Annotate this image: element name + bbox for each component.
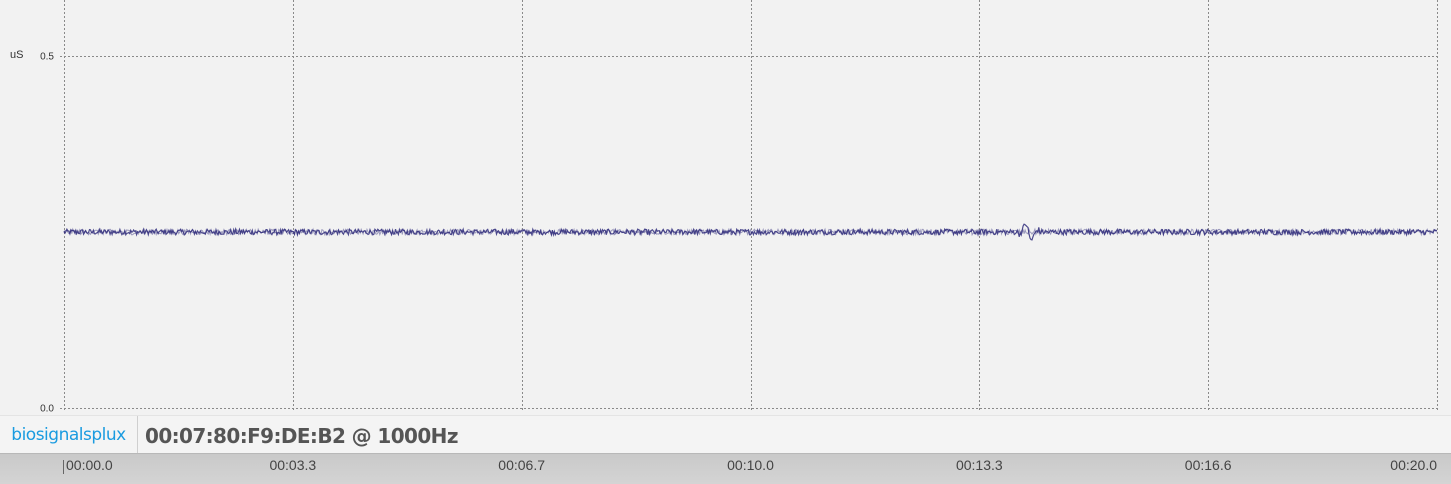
y-tick-label: 0.5 bbox=[40, 52, 54, 63]
time-tick-label: 00:16.6 bbox=[1184, 457, 1232, 473]
signal-chart[interactable]: 0.5 0.0 bbox=[0, 0, 1451, 415]
time-tick-label: 00:06.7 bbox=[498, 457, 546, 473]
time-tick-label: 00:20.0 bbox=[1390, 457, 1437, 473]
time-tick-label: 00:00.0 bbox=[66, 457, 113, 473]
device-address-label: 00:07:80:F9:DE:B2 @ 1000Hz bbox=[145, 424, 458, 448]
signal-trace bbox=[63, 223, 1438, 241]
time-tick-label: 00:03.3 bbox=[269, 457, 317, 473]
time-tick-label: 00:10.0 bbox=[727, 457, 774, 473]
axis-start-marker bbox=[63, 460, 64, 474]
time-tick-label: 00:13.3 bbox=[955, 457, 1003, 473]
y-axis-unit-label: uS bbox=[10, 49, 24, 61]
plot-area[interactable]: uS 0.5 0.0 bbox=[0, 0, 1451, 415]
device-info-bar: biosignalsplux 00:07:80:F9:DE:B2 @ 1000H… bbox=[0, 415, 1451, 454]
signal-trace-band bbox=[63, 227, 1438, 237]
time-axis[interactable]: 00:00.0 00:03.3 00:06.7 00:10.0 00:13.3 00:16… bbox=[0, 453, 1451, 484]
brand-logo: biosignalsplux bbox=[0, 416, 138, 454]
y-tick-label: 0.0 bbox=[40, 404, 54, 415]
